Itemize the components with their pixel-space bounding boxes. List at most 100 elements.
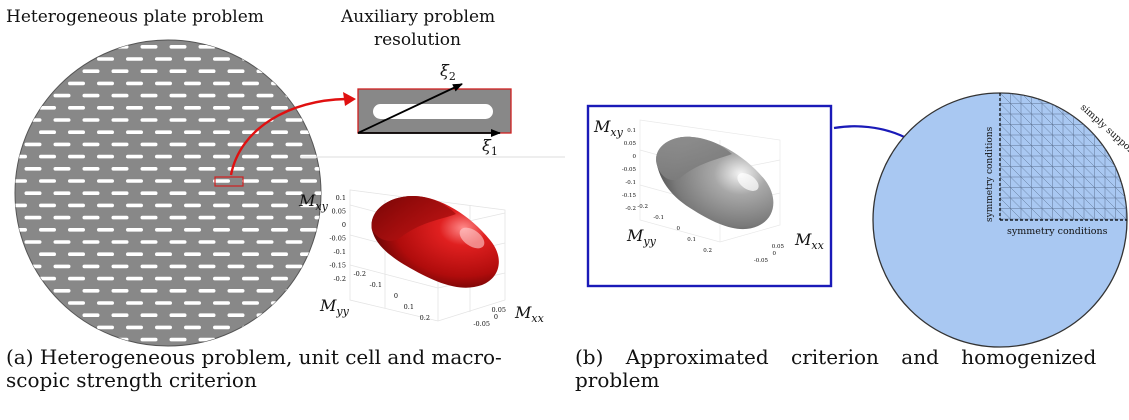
plate-inclusion xyxy=(271,325,288,330)
plate-inclusion xyxy=(198,264,216,269)
plot-b-vertical-tick: 0.1 xyxy=(627,128,636,134)
plate-inclusion xyxy=(111,215,129,220)
plate-inclusion xyxy=(126,203,143,208)
plate-inclusion xyxy=(53,93,71,98)
plate-inclusion xyxy=(140,93,158,98)
plate-inclusion xyxy=(140,118,158,122)
plate-inclusion xyxy=(15,228,27,232)
plate-inclusion xyxy=(184,154,201,159)
plate-inclusion xyxy=(198,167,216,171)
plate-inclusion xyxy=(169,45,187,49)
plate-inclusion xyxy=(97,106,114,110)
plate-inclusion xyxy=(140,240,158,244)
plate-inclusion xyxy=(24,167,42,171)
plate-inclusion xyxy=(169,337,187,342)
plate-inclusion xyxy=(126,106,143,110)
plate-inclusion xyxy=(0,265,13,269)
plot-b-label-mxy: Mxy xyxy=(593,117,624,139)
plate-inclusion xyxy=(82,69,100,73)
plate-inclusion xyxy=(82,93,100,98)
xi2-arrow xyxy=(357,83,463,134)
plot-a-vertical-tick: 0.05 xyxy=(332,208,346,216)
plate-inclusion xyxy=(300,81,317,86)
plate-inclusion xyxy=(213,179,230,183)
plate-inclusion xyxy=(314,167,321,171)
plate-inclusion xyxy=(242,228,259,232)
plate-inclusion xyxy=(82,45,100,49)
plate-inclusion xyxy=(0,191,13,195)
plot-b-mxx-tick: -0.05 xyxy=(754,258,769,264)
plate-inclusion xyxy=(0,338,13,342)
plate-inclusion xyxy=(0,313,13,317)
plate-inclusion xyxy=(213,57,230,61)
plot-b-label-mxx: Mxx xyxy=(794,230,825,252)
plate-inclusion xyxy=(155,130,172,134)
plate-inclusion xyxy=(169,289,187,293)
plate-inclusion xyxy=(329,106,346,110)
plate-inclusion xyxy=(213,203,230,208)
plate-inclusion xyxy=(271,228,288,232)
plate-inclusion xyxy=(213,252,230,256)
plate-inclusion xyxy=(68,179,85,183)
plate-inclusion xyxy=(68,228,85,232)
plate-inclusion xyxy=(15,179,27,183)
plate-inclusion xyxy=(227,93,245,98)
plate-inclusion xyxy=(169,142,187,147)
plate-inclusion xyxy=(68,130,85,134)
plate-inclusion xyxy=(155,179,172,183)
plate-inclusion xyxy=(227,240,245,244)
plate-inclusion xyxy=(82,337,100,342)
plate-inclusion xyxy=(285,167,303,171)
plate-inclusion xyxy=(169,313,187,317)
plot-b-myy-tick: 0.2 xyxy=(703,248,712,254)
plate-inclusion xyxy=(82,313,100,317)
plate-inclusion xyxy=(300,228,317,232)
plate-inclusion xyxy=(15,81,27,86)
plate-inclusion xyxy=(39,57,56,61)
plate-inclusion xyxy=(68,154,85,159)
plate-inclusion xyxy=(227,191,245,195)
plate-inclusion xyxy=(242,154,259,159)
plate-inclusion xyxy=(39,325,56,330)
plot-a-vertical-tick: -0.05 xyxy=(329,235,346,243)
plate-inclusion xyxy=(169,215,187,220)
plate-inclusion xyxy=(111,142,129,147)
plate-inclusion xyxy=(140,167,158,171)
plate-inclusion xyxy=(68,81,85,86)
plate-inclusion xyxy=(68,325,85,330)
plate-inclusion xyxy=(126,179,143,183)
plate-inclusion xyxy=(271,57,288,61)
plate-inclusion xyxy=(169,118,187,122)
heading-heterogeneous-plate: Heterogeneous plate problem xyxy=(6,7,264,27)
plate-inclusion xyxy=(39,228,56,232)
plate-inclusion xyxy=(111,264,129,269)
plate-inclusion xyxy=(329,179,346,183)
plate-inclusion xyxy=(314,215,321,220)
plate-inclusion xyxy=(285,191,303,195)
plate-inclusion xyxy=(242,81,259,86)
plate-inclusion xyxy=(184,325,201,330)
plate-inclusion xyxy=(227,313,245,317)
plate-inclusion xyxy=(140,142,158,147)
plate-inclusion xyxy=(24,69,42,73)
plate-inclusion xyxy=(24,93,42,98)
plate-inclusion xyxy=(24,215,42,220)
plate-inclusion xyxy=(314,337,321,342)
plate-inclusion xyxy=(198,215,216,220)
plate-inclusion xyxy=(256,337,274,342)
plot-b-vertical-tick: 0.05 xyxy=(624,141,637,147)
plot-b-vertical-tick: -0.2 xyxy=(625,206,636,212)
heterogeneous-plate xyxy=(0,39,346,347)
symmetry-label-vertical: symmetry conditions xyxy=(985,126,995,222)
plate-inclusion xyxy=(314,142,321,147)
plate-inclusion xyxy=(15,203,27,208)
plate-inclusion xyxy=(242,203,259,208)
plot-a-vertical-ticks: 0.1 0.05 0 -0.05 -0.1 -0.15 -0.2 xyxy=(329,194,346,283)
plate-inclusion xyxy=(24,337,42,342)
plate-inclusion xyxy=(198,313,216,317)
plate-inclusion xyxy=(271,154,288,159)
plate-inclusion xyxy=(271,252,288,256)
plate-inclusion xyxy=(329,130,346,134)
plate-inclusion xyxy=(213,301,230,305)
homogenized-plate: symmetry conditions symmetry conditions … xyxy=(872,92,1129,348)
